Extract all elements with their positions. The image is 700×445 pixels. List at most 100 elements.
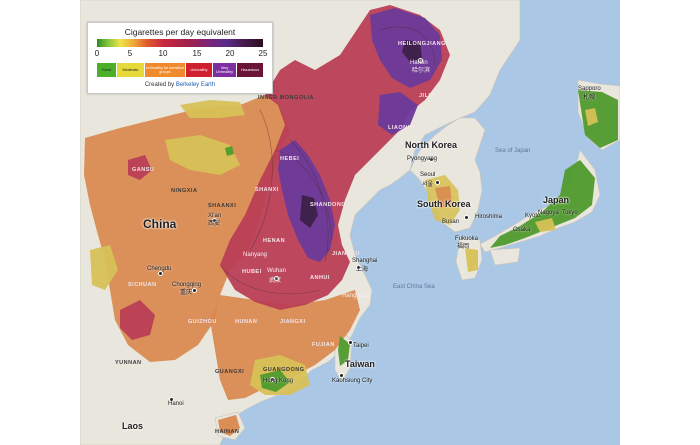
label-japan: Japan [543,195,570,205]
zone-moderate-4 [180,100,245,118]
label-anhui: ANHUI [310,275,330,281]
label-osaka: Osaka [513,227,531,233]
label-sea-of-japan: Sea of Japan [495,148,531,154]
label-harbin-cn: 哈尔滨 [412,68,431,74]
label-hiroshima: Hiroshima [475,214,503,220]
label-seoul-kr: 서울 [422,182,434,188]
zone-hainan-sensitive [218,415,240,436]
legend-tick: 25 [258,49,268,58]
legend-category-sensitive: Unhealthy for sensitive groups [145,63,185,77]
chengdu-marker [158,271,163,276]
label-north-korea: North Korea [405,140,458,150]
xian-marker [212,218,217,223]
label-china: China [143,217,177,231]
label-taipei: Taipei [353,343,369,349]
label-south-korea: South Korea [417,199,471,209]
legend-category-label: Hazardous [240,68,260,72]
credit-prefix: Created by [144,82,175,88]
legend-tick: 15 [192,49,202,58]
label-gansu: GANSU [132,167,155,173]
label-kyoto: Kyoto [525,213,541,219]
label-fujian: FUJIAN [312,342,335,348]
legend-category-label: Moderate [122,68,139,72]
label-kaohsiung: Kaohsiung City [332,378,373,384]
shanghai-marker [356,265,361,270]
zone-moderate-1 [165,135,240,175]
label-busan: Busan [442,219,460,225]
seoul-marker [435,180,440,185]
label-chengdu: Chengdu [147,266,172,272]
zone-good-hongkong [260,370,290,392]
kaohsiung-marker [339,373,344,378]
legend-category-good: Good [97,63,116,77]
label-hangzhou: Hangzhou [342,293,370,299]
label-hubei: HUBEI [242,269,262,275]
label-hainan: HAINAN [215,429,240,435]
korean-peninsula [409,117,486,233]
label-liaoning: LIAONING [388,125,419,131]
label-sapporo: Sapporo [578,86,601,92]
label-ningxia: NINGXIA [171,188,198,194]
label-shaanxi: SHAANXI [208,203,237,209]
legend-tick: 20 [225,49,235,58]
label-jiangsu: JIANGSU [332,251,360,257]
zone-unhealthy-sichuan [120,300,155,340]
label-pyongyang: Pyongyang [407,156,438,162]
label-xian: Xi'an [208,213,222,219]
label-henan: HENAN [263,238,286,244]
legend-tick: 10 [158,49,168,58]
zone-taiwan-good [338,336,350,366]
legend-category-label: Very Unhealthy [215,66,234,74]
label-guizhou: GUIZHOU [188,319,217,325]
legend-category-label: Unhealthy [190,68,208,72]
label-harbin: Harbin [410,60,428,66]
credit-org-link[interactable]: Berkeley Earth [175,82,216,88]
legend-credit: Created by Berkeley Earth [88,82,272,88]
label-xian-cn: 西安 [208,221,221,227]
label-guangdong: GUANGDONG [263,367,305,373]
zone-good-inner [225,146,234,156]
label-hong-kong: Hong Kong [263,378,294,384]
hongkong-marker [270,377,275,382]
legend-category-label: Unhealthy for sensitive groups [145,66,185,74]
pyongyang-marker [429,157,434,162]
zone-moderate-3 [90,245,118,290]
map-canvas [80,0,620,445]
label-wuhan-cn: 武汉 [269,278,282,284]
wuhan-marker [274,276,279,281]
zone-hazardous-2 [402,40,422,62]
legend-tick: 5 [127,49,133,58]
map-legend: Cigarettes per day equivalent 0 5 10 15 … [87,22,273,94]
taipei-marker [348,340,353,345]
japan-shikoku [489,247,521,266]
label-sichuan: SICHUAN [128,282,157,288]
legend-category-very-unhealthy: Very Unhealthy [213,63,236,77]
label-hanoi: Hanoi [168,401,184,407]
label-seoul: Seoul [420,172,436,178]
zone-korea-sensitive [435,186,452,208]
label-guangxi: GUANGXI [215,369,245,375]
label-nagoya: Nagoya [538,210,559,216]
label-fukuoka: Fukuoka [455,236,479,242]
air-quality-map: China North Korea South Korea Japan Taiw… [80,0,620,445]
label-laos: Laos [122,421,144,431]
label-hebei: HEBEI [280,156,300,162]
busan-marker [464,215,469,220]
label-east-china-sea: East China Sea [393,284,435,290]
legend-category-hazardous: Hazardous [237,63,263,77]
legend-color-scale [97,39,263,47]
legend-tick: 0 [94,49,100,58]
zone-japan-good [490,90,618,248]
label-jilin: JILIN [419,93,435,99]
zone-sensitive-south [210,290,360,400]
zone-very-unhealthy-liaoning [378,92,418,135]
label-hunan: HUNAN [235,319,258,325]
zone-unhealthy-gansu [128,155,152,180]
contour-lines [219,26,436,295]
legend-title: Cigarettes per day equivalent [124,27,236,37]
label-chongqing: Chongqing [172,282,202,288]
legend-category-label: Good [101,68,112,72]
label-shanxi: SHANXI [255,187,279,193]
label-chongqing-cn: 重庆 [180,290,193,296]
chongqing-marker [192,288,197,293]
